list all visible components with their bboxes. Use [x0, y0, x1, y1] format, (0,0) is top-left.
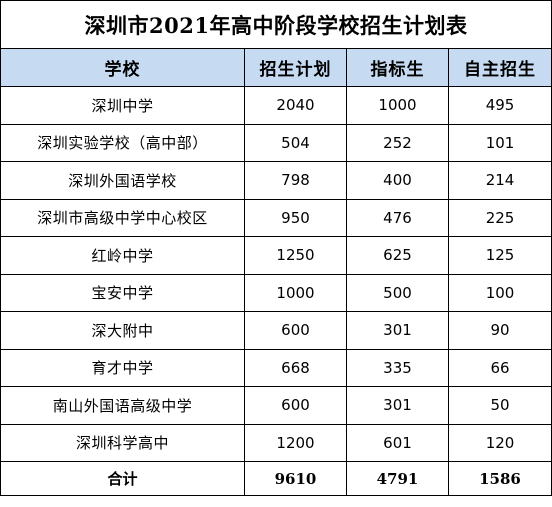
table-title: 深圳市2021年高中阶段学校招生计划表 [0, 0, 552, 49]
school-name: 深大附中 [0, 311, 245, 350]
total-plan: 9610 [244, 461, 347, 496]
header-plan: 招生计划 [244, 48, 347, 87]
independent-value: 214 [447, 161, 552, 200]
table-row: 深圳科学高中 1200 601 120 [0, 423, 552, 462]
school-name: 深圳科学高中 [0, 423, 245, 462]
plan-value: 504 [244, 123, 347, 162]
independent-value: 101 [447, 123, 552, 162]
quota-value: 335 [346, 348, 449, 387]
quota-value: 301 [346, 386, 449, 425]
plan-value: 950 [244, 198, 347, 237]
total-label: 合计 [0, 461, 245, 496]
quota-value: 500 [346, 273, 449, 312]
table-row: 宝安中学 1000 500 100 [0, 273, 552, 312]
table-row: 深大附中 600 301 90 [0, 311, 552, 350]
independent-value: 90 [447, 311, 552, 350]
school-name: 深圳中学 [0, 86, 245, 125]
plan-value: 600 [244, 311, 347, 350]
plan-value: 668 [244, 348, 347, 387]
plan-value: 1200 [244, 423, 347, 462]
table-row: 深圳中学 2040 1000 495 [0, 86, 552, 125]
independent-value: 100 [447, 273, 552, 312]
title-row: 深圳市2021年高中阶段学校招生计划表 [0, 0, 552, 49]
table-row: 育才中学 668 335 66 [0, 348, 552, 387]
school-name: 深圳外国语学校 [0, 161, 245, 200]
independent-value: 225 [447, 198, 552, 237]
school-name: 南山外国语高级中学 [0, 386, 245, 425]
plan-value: 798 [244, 161, 347, 200]
quota-value: 476 [346, 198, 449, 237]
header-row: 学校 招生计划 指标生 自主招生 [0, 48, 552, 87]
plan-value: 600 [244, 386, 347, 425]
independent-value: 120 [447, 423, 552, 462]
table-row: 深圳实验学校（高中部） 504 252 101 [0, 123, 552, 162]
school-name: 育才中学 [0, 348, 245, 387]
plan-value: 1250 [244, 236, 347, 275]
quota-value: 400 [346, 161, 449, 200]
school-name: 深圳实验学校（高中部） [0, 123, 245, 162]
header-independent: 自主招生 [447, 48, 552, 87]
table-row: 南山外国语高级中学 600 301 50 [0, 386, 552, 425]
independent-value: 66 [447, 348, 552, 387]
independent-value: 125 [447, 236, 552, 275]
quota-value: 252 [346, 123, 449, 162]
table-row: 深圳市高级中学中心校区 950 476 225 [0, 198, 552, 237]
header-school: 学校 [0, 48, 245, 87]
quota-value: 601 [346, 423, 449, 462]
table-row: 深圳外国语学校 798 400 214 [0, 161, 552, 200]
independent-value: 50 [447, 386, 552, 425]
enrollment-plan-table: 深圳市2021年高中阶段学校招生计划表 学校 招生计划 指标生 自主招生 深圳中… [0, 0, 552, 496]
quota-value: 625 [346, 236, 449, 275]
total-row: 合计 9610 4791 1586 [0, 461, 552, 496]
quota-value: 301 [346, 311, 449, 350]
plan-value: 2040 [244, 86, 347, 125]
plan-value: 1000 [244, 273, 347, 312]
total-quota: 4791 [346, 461, 449, 496]
header-quota: 指标生 [346, 48, 449, 87]
school-name: 深圳市高级中学中心校区 [0, 198, 245, 237]
independent-value: 495 [447, 86, 552, 125]
school-name: 红岭中学 [0, 236, 245, 275]
quota-value: 1000 [346, 86, 449, 125]
table-row: 红岭中学 1250 625 125 [0, 236, 552, 275]
total-independent: 1586 [447, 461, 552, 496]
school-name: 宝安中学 [0, 273, 245, 312]
